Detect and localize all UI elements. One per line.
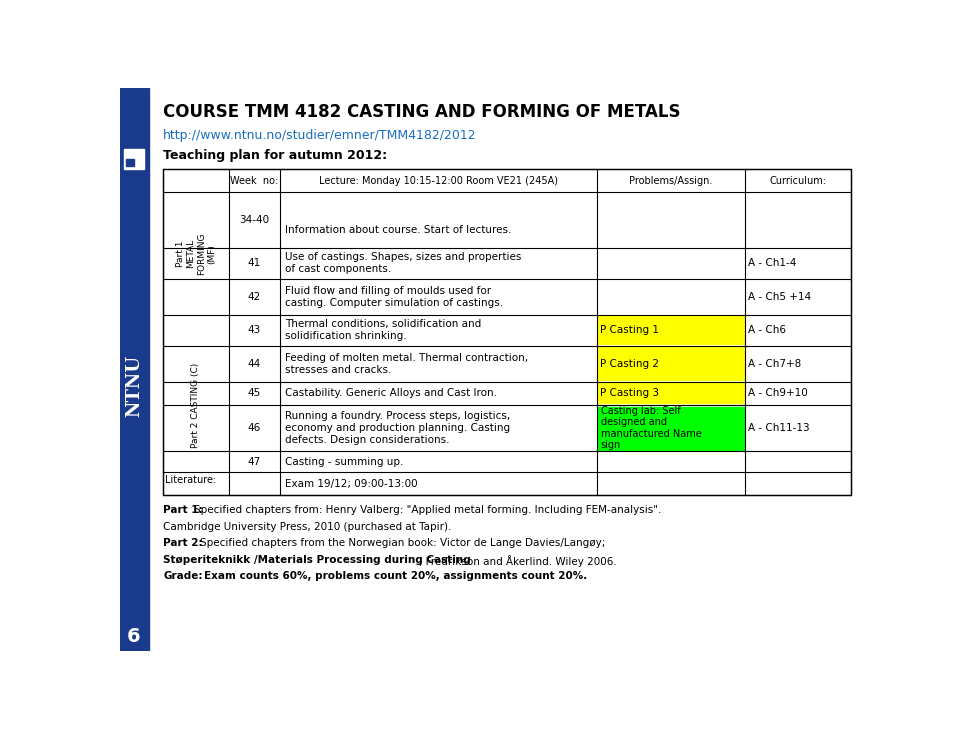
Text: Part 2 CASTING (C): Part 2 CASTING (C)	[192, 363, 200, 447]
Text: http://www.ntnu.no/studier/emner/TMM4182/2012: http://www.ntnu.no/studier/emner/TMM4182…	[163, 129, 477, 143]
Text: 41: 41	[247, 258, 261, 268]
Bar	[597, 383, 744, 404]
Text: Exam counts 60%, problems count 20%, assignments count 20%.: Exam counts 60%, problems count 20%, ass…	[203, 572, 587, 581]
Text: COURSE TMM 4182 CASTING AND FORMING OF METALS: COURSE TMM 4182 CASTING AND FORMING OF M…	[163, 103, 681, 121]
Text: Thermal conditions, solidification and
solidification shrinking.: Thermal conditions, solidification and s…	[285, 319, 481, 341]
Text: Lecture: Monday 10:15-12:00 Room VE21 (245A): Lecture: Monday 10:15-12:00 Room VE21 (2…	[319, 175, 558, 186]
Text: A - Ch9+10: A - Ch9+10	[748, 388, 807, 398]
Text: P Casting 3: P Casting 3	[600, 388, 659, 398]
Bar	[126, 159, 134, 166]
Text: Part 2:: Part 2:	[163, 538, 210, 548]
Text: Part 1:: Part 1:	[163, 505, 206, 515]
Text: 44: 44	[247, 359, 261, 368]
Text: 45: 45	[247, 388, 261, 398]
Text: 6: 6	[127, 627, 141, 646]
Text: Information about course. Start of lectures.: Information about course. Start of lectu…	[285, 224, 511, 235]
Text: , Fredrikson and Åkerlind. Wiley 2006.: , Fredrikson and Åkerlind. Wiley 2006.	[419, 555, 617, 567]
Text: 42: 42	[247, 292, 261, 302]
Text: Teaching plan for autumn 2012:: Teaching plan for autumn 2012:	[163, 149, 387, 162]
Text: 34-40: 34-40	[240, 215, 269, 225]
Text: A - Ch6: A - Ch6	[748, 325, 786, 336]
Bar	[163, 169, 852, 495]
Text: Part 1
METAL
FORMING
(MF): Part 1 METAL FORMING (MF)	[175, 232, 216, 275]
Text: 47: 47	[247, 457, 261, 466]
Text: Running a foundry. Process steps, logistics,
economy and production planning. Ca: Running a foundry. Process steps, logist…	[285, 412, 510, 444]
Text: Use of castings. Shapes, sizes and properties
of cast components.: Use of castings. Shapes, sizes and prope…	[285, 252, 522, 274]
Text: Casting lab: Self
designed and
manufactured Name
sign: Casting lab: Self designed and manufactu…	[600, 406, 701, 450]
Text: Casting - summing up.: Casting - summing up.	[285, 457, 404, 466]
Text: Specified chapters from the Norwegian book: Victor de Lange Davies/Langøy;: Specified chapters from the Norwegian bo…	[199, 538, 608, 548]
Text: Problems/Assign.: Problems/Assign.	[629, 175, 713, 186]
Text: Cambridge University Press, 2010 (purchased at Tapir).: Cambridge University Press, 2010 (purcha…	[163, 522, 452, 531]
Text: A - Ch7+8: A - Ch7+8	[748, 359, 801, 368]
Text: A - Ch11-13: A - Ch11-13	[748, 423, 809, 433]
Bar	[597, 406, 744, 450]
Bar	[120, 88, 150, 651]
Bar	[597, 317, 744, 344]
Bar	[597, 347, 744, 380]
Text: NTNU: NTNU	[126, 355, 144, 417]
Text: Feeding of molten metal. Thermal contraction,
stresses and cracks.: Feeding of molten metal. Thermal contrac…	[285, 353, 528, 374]
Text: 43: 43	[247, 325, 261, 336]
Text: Castability. Generic Alloys and Cast Iron.: Castability. Generic Alloys and Cast Iro…	[285, 388, 497, 398]
Text: Curriculum:: Curriculum:	[770, 175, 827, 186]
Bar	[124, 148, 144, 169]
Text: P Casting 2: P Casting 2	[600, 359, 659, 368]
Text: Specified chapters from: Henry Valberg: "Applied metal forming. Including FEM-an: Specified chapters from: Henry Valberg: …	[195, 505, 662, 515]
Text: Støperiteknikk /Materials Processing during Casting: Støperiteknikk /Materials Processing dur…	[163, 555, 471, 565]
Text: 46: 46	[247, 423, 261, 433]
Text: P Casting 1: P Casting 1	[600, 325, 659, 336]
Text: Literature:: Literature:	[165, 475, 216, 485]
Text: A - Ch1-4: A - Ch1-4	[748, 258, 796, 268]
Text: Grade:: Grade:	[163, 572, 202, 581]
Text: Week  no:: Week no:	[230, 175, 278, 186]
Text: Exam 19/12; 09:00-13:00: Exam 19/12; 09:00-13:00	[285, 479, 417, 488]
Text: A - Ch5 +14: A - Ch5 +14	[748, 292, 811, 302]
Text: Fluid flow and filling of moulds used for
casting. Computer simulation of castin: Fluid flow and filling of moulds used fo…	[285, 286, 503, 308]
